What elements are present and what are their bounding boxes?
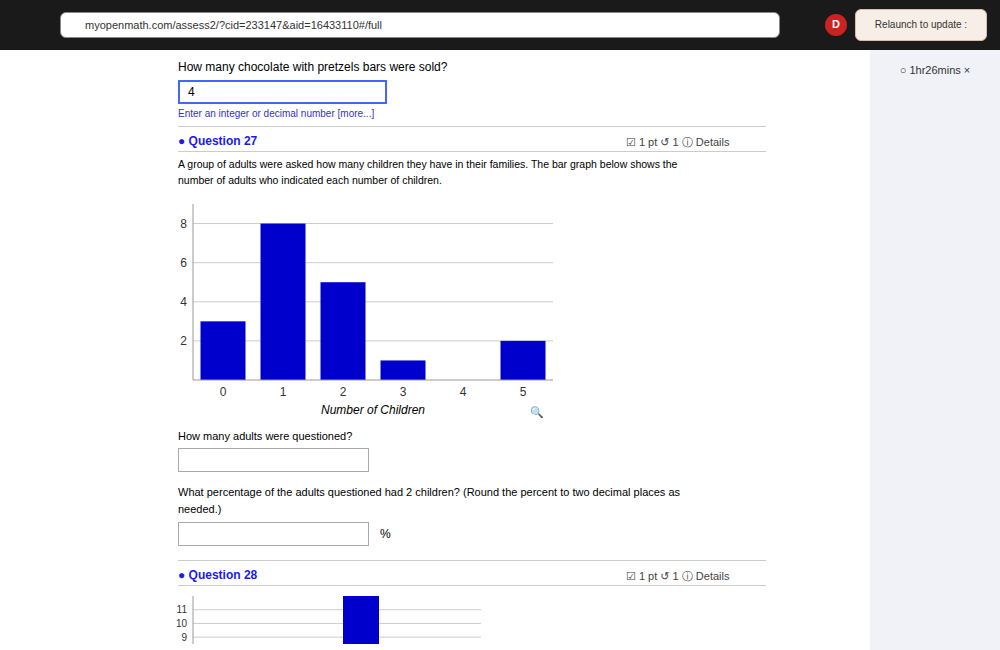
question-label: ● Question 28 <box>178 568 257 582</box>
points: ☑ 1 pt ↺ 1 ⓘ Details <box>626 135 729 150</box>
answer-box[interactable] <box>178 448 369 472</box>
points: ☑ 1 pt ↺ 1 ⓘ Details <box>626 569 729 584</box>
tick-label: 4 <box>460 385 467 399</box>
tick-label: 0 <box>220 385 227 399</box>
url-text: myopenmath.com/assess2/?cid=233147&aid=1… <box>85 19 382 31</box>
grid-line <box>193 262 553 263</box>
timer: ○ 1hr26mins × <box>870 64 1000 76</box>
grid-line <box>193 301 553 302</box>
tick-label: 9 <box>181 632 187 643</box>
content: How many chocolate with pretzels bars we… <box>0 50 870 650</box>
tick-label: 2 <box>180 334 187 348</box>
question-text: number of adults who indicated each numb… <box>178 174 442 186</box>
plot-area <box>193 596 481 644</box>
grid-line <box>193 340 553 341</box>
bars <box>201 224 546 380</box>
relaunch-button[interactable]: Relaunch to update : <box>855 9 987 41</box>
tick-label: 4 <box>180 295 187 309</box>
bar <box>321 282 366 380</box>
tick-label: 10 <box>176 618 188 629</box>
question-label: ● Question 27 <box>178 134 257 148</box>
tick-label: 3 <box>400 385 407 399</box>
x-axis-label: Number of Children <box>321 403 425 417</box>
avatar-letter: D <box>825 18 847 30</box>
chart: 2 4 6 8 0 1 2 3 4 5 Number of Children <box>150 192 570 422</box>
grid-line <box>193 637 481 638</box>
plot-area <box>193 204 553 380</box>
answer-box[interactable] <box>178 522 369 546</box>
grid-line <box>193 223 553 224</box>
relaunch-text: Relaunch to update : <box>856 19 986 30</box>
bar <box>261 224 306 380</box>
bars <box>343 596 379 644</box>
chart: 9 10 11 <box>150 592 490 648</box>
nav-bar: myopenmath.com/assess2/?cid=233147&aid=1… <box>0 0 1000 50</box>
question-text: A group of adults were asked how many ch… <box>178 158 677 170</box>
tick-label: 5 <box>520 385 527 399</box>
separator <box>178 585 766 586</box>
tick-label: 11 <box>177 604 188 615</box>
hint: Enter an integer or decimal number [more… <box>178 108 374 119</box>
x-axis <box>193 380 553 381</box>
zoom-icon[interactable]: 🔍 <box>530 406 544 419</box>
separator <box>178 560 766 561</box>
bar <box>201 321 246 380</box>
separator <box>178 126 766 127</box>
separator <box>178 151 766 152</box>
question-text: How many chocolate with pretzels bars we… <box>178 60 447 74</box>
bar <box>501 341 546 380</box>
sidebar: ○ 1hr26mins × <box>870 50 1000 650</box>
question-text: What percentage of the adults questioned… <box>178 486 680 498</box>
url-bar: myopenmath.com/assess2/?cid=233147&aid=1… <box>60 12 780 38</box>
tick-label: 8 <box>180 217 187 231</box>
answer-box[interactable]: 4 <box>178 80 387 104</box>
question-text: needed.) <box>178 503 221 515</box>
tick-label: 1 <box>280 385 287 399</box>
tick-label: 2 <box>340 385 347 399</box>
tick-label: 6 <box>180 256 187 270</box>
question-text: How many adults were questioned? <box>178 430 352 442</box>
bar <box>343 596 379 644</box>
y-axis <box>193 596 194 644</box>
avatar[interactable]: D <box>825 14 847 36</box>
answer-text: 4 <box>188 85 195 99</box>
y-axis <box>193 204 194 380</box>
grid-line <box>193 609 481 610</box>
grid-line <box>193 623 481 624</box>
unit-sign: % <box>380 527 391 541</box>
bar <box>381 360 426 380</box>
